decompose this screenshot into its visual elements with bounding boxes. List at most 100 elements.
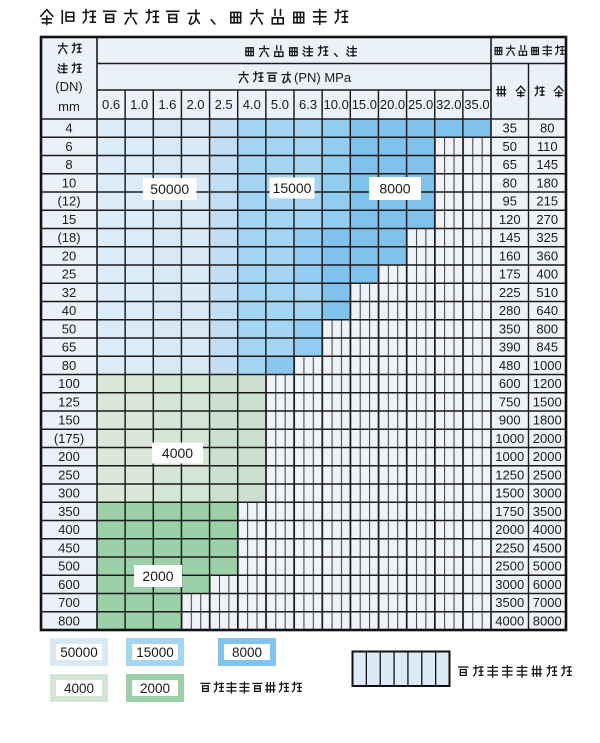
svg-text:(DN): (DN) bbox=[55, 79, 82, 94]
svg-text:25: 25 bbox=[62, 267, 76, 282]
svg-text:180: 180 bbox=[536, 175, 558, 190]
svg-text:25.0: 25.0 bbox=[408, 97, 433, 112]
svg-text:(12): (12) bbox=[57, 194, 80, 209]
svg-text:2000: 2000 bbox=[533, 431, 562, 446]
svg-text:32: 32 bbox=[62, 285, 76, 300]
svg-text:225: 225 bbox=[499, 285, 521, 300]
svg-text:1.0: 1.0 bbox=[130, 97, 148, 112]
svg-text:3000: 3000 bbox=[533, 486, 562, 501]
svg-text:80: 80 bbox=[540, 121, 554, 136]
svg-text:32.0: 32.0 bbox=[436, 97, 461, 112]
svg-text:500: 500 bbox=[58, 559, 80, 574]
svg-text:125: 125 bbox=[58, 394, 80, 409]
svg-text:6.3: 6.3 bbox=[299, 97, 317, 112]
svg-text:20.0: 20.0 bbox=[380, 97, 405, 112]
svg-text:350: 350 bbox=[58, 504, 80, 519]
svg-text:(18): (18) bbox=[57, 230, 80, 245]
svg-text:15000: 15000 bbox=[136, 645, 174, 660]
svg-text:800: 800 bbox=[536, 321, 558, 336]
svg-text:640: 640 bbox=[536, 303, 558, 318]
svg-text:1000: 1000 bbox=[495, 449, 524, 464]
svg-text:8000: 8000 bbox=[379, 180, 410, 196]
svg-text:40: 40 bbox=[62, 303, 76, 318]
svg-text:3500: 3500 bbox=[533, 504, 562, 519]
svg-text:50: 50 bbox=[62, 321, 76, 336]
svg-text:160: 160 bbox=[499, 248, 521, 263]
svg-text:4000: 4000 bbox=[495, 613, 524, 628]
svg-text:35: 35 bbox=[503, 121, 517, 136]
svg-text:215: 215 bbox=[536, 194, 558, 209]
svg-text:300: 300 bbox=[58, 486, 80, 501]
svg-text:325: 325 bbox=[536, 230, 558, 245]
svg-text:4: 4 bbox=[65, 121, 72, 136]
svg-text:3500: 3500 bbox=[495, 595, 524, 610]
svg-text:2000: 2000 bbox=[495, 522, 524, 537]
svg-text:900: 900 bbox=[499, 413, 521, 428]
svg-text:20: 20 bbox=[62, 248, 76, 263]
svg-text:2000: 2000 bbox=[142, 568, 173, 584]
svg-text:80: 80 bbox=[62, 358, 76, 373]
svg-text:1.6: 1.6 bbox=[158, 97, 176, 112]
svg-text:15.0: 15.0 bbox=[352, 97, 377, 112]
svg-text:0.6: 0.6 bbox=[102, 97, 120, 112]
svg-text:8000: 8000 bbox=[232, 645, 262, 660]
svg-text:80: 80 bbox=[503, 175, 517, 190]
svg-text:270: 270 bbox=[536, 212, 558, 227]
svg-text:7000: 7000 bbox=[533, 595, 562, 610]
svg-text:145: 145 bbox=[536, 157, 558, 172]
svg-text:4000: 4000 bbox=[533, 522, 562, 537]
svg-text:8000: 8000 bbox=[533, 613, 562, 628]
svg-text:1800: 1800 bbox=[533, 413, 562, 428]
svg-text:175: 175 bbox=[499, 267, 521, 282]
svg-text:5000: 5000 bbox=[533, 559, 562, 574]
svg-text:4000: 4000 bbox=[162, 445, 193, 461]
svg-text:480: 480 bbox=[499, 358, 521, 373]
svg-text:65: 65 bbox=[62, 340, 76, 355]
svg-text:50000: 50000 bbox=[60, 645, 98, 660]
svg-text:15000: 15000 bbox=[273, 180, 312, 196]
svg-text:mm: mm bbox=[58, 99, 80, 114]
svg-text:2000: 2000 bbox=[533, 449, 562, 464]
svg-text:600: 600 bbox=[499, 376, 521, 391]
svg-text:2500: 2500 bbox=[495, 559, 524, 574]
svg-text:6: 6 bbox=[65, 139, 72, 154]
svg-text:1000: 1000 bbox=[533, 358, 562, 373]
svg-text:4.0: 4.0 bbox=[243, 97, 261, 112]
svg-text:360: 360 bbox=[536, 248, 558, 263]
svg-text:120: 120 bbox=[499, 212, 521, 227]
svg-text:2.0: 2.0 bbox=[186, 97, 204, 112]
svg-text:280: 280 bbox=[499, 303, 521, 318]
svg-text:2.5: 2.5 bbox=[215, 97, 233, 112]
svg-text:50000: 50000 bbox=[150, 181, 189, 197]
svg-text:65: 65 bbox=[503, 157, 517, 172]
svg-text:2000: 2000 bbox=[140, 681, 170, 696]
svg-text:145: 145 bbox=[499, 230, 521, 245]
svg-text:35.0: 35.0 bbox=[464, 97, 489, 112]
svg-text:150: 150 bbox=[58, 413, 80, 428]
svg-text:4500: 4500 bbox=[533, 540, 562, 555]
svg-text:600: 600 bbox=[58, 577, 80, 592]
svg-text:(175): (175) bbox=[54, 431, 84, 446]
svg-text:50: 50 bbox=[503, 139, 517, 154]
svg-text:(PN) MPa: (PN) MPa bbox=[294, 70, 352, 85]
svg-text:6000: 6000 bbox=[533, 577, 562, 592]
svg-text:1000: 1000 bbox=[495, 431, 524, 446]
svg-text:1250: 1250 bbox=[495, 467, 524, 482]
svg-text:3000: 3000 bbox=[495, 577, 524, 592]
svg-text:350: 350 bbox=[499, 321, 521, 336]
svg-text:8: 8 bbox=[65, 157, 72, 172]
svg-text:390: 390 bbox=[499, 340, 521, 355]
svg-text:110: 110 bbox=[537, 139, 558, 154]
svg-text:1500: 1500 bbox=[495, 486, 524, 501]
svg-text:10: 10 bbox=[62, 175, 76, 190]
svg-text:200: 200 bbox=[58, 449, 80, 464]
svg-text:15: 15 bbox=[62, 212, 76, 227]
svg-text:250: 250 bbox=[58, 467, 80, 482]
svg-text:800: 800 bbox=[58, 613, 80, 628]
svg-text:1750: 1750 bbox=[495, 504, 524, 519]
svg-text:5.0: 5.0 bbox=[271, 97, 289, 112]
svg-text:750: 750 bbox=[499, 394, 521, 409]
svg-text:2500: 2500 bbox=[533, 467, 562, 482]
svg-text:845: 845 bbox=[536, 340, 558, 355]
svg-text:2250: 2250 bbox=[495, 540, 524, 555]
